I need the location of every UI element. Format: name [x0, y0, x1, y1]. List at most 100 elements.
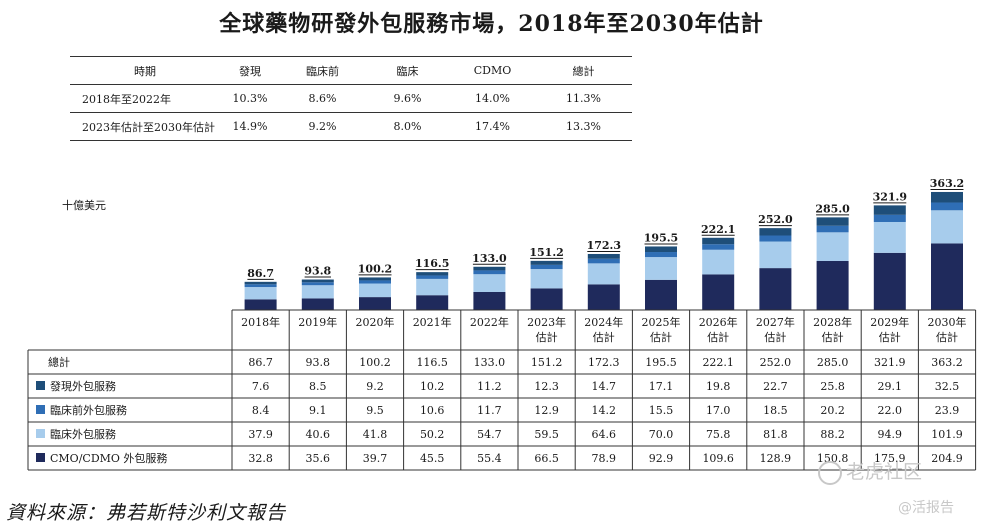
table-value: 204.9 — [931, 452, 963, 465]
bar-segment — [759, 241, 792, 269]
table-value: 151.2 — [531, 356, 563, 369]
table-value: 100.2 — [359, 356, 391, 369]
bar-segment — [416, 275, 449, 279]
bar-segment — [931, 243, 963, 310]
table-value: 17.1 — [649, 380, 674, 393]
table-value: 10.2 — [420, 380, 445, 393]
legend-swatch — [36, 405, 45, 414]
table-value: 12.3 — [534, 380, 559, 393]
bar-segment — [473, 274, 506, 292]
bar-segment — [645, 252, 677, 258]
category-label: 估計 — [822, 330, 844, 344]
table-value: 175.9 — [874, 452, 906, 465]
bar-segment — [473, 266, 506, 271]
category-label: 2021年 — [413, 315, 452, 329]
table-value: 22.7 — [763, 380, 788, 393]
unit-label: 十億美元 — [62, 199, 106, 212]
cagr-cell: 2023年估計至2030年估計 — [82, 120, 215, 134]
bar-segment — [530, 260, 563, 265]
table-value: 32.5 — [935, 380, 960, 393]
row-label: 臨床外包服務 — [50, 427, 116, 441]
bar-segment — [530, 269, 563, 289]
cagr-header: 總計 — [535, 56, 632, 85]
table-value: 23.9 — [935, 404, 960, 417]
bar-segment — [759, 228, 792, 236]
total-label: 172.3 — [587, 239, 621, 252]
table-value: 55.4 — [477, 452, 502, 465]
watermark-text: 老虎社区 — [846, 461, 923, 483]
bar-segment — [244, 299, 277, 310]
bar-segment — [816, 225, 849, 233]
bar-segment — [473, 270, 506, 275]
table-value: 75.8 — [706, 428, 731, 441]
total-label: 100.2 — [358, 262, 392, 275]
table-value: 321.9 — [874, 356, 906, 369]
watermark-sub: @活报告 — [898, 500, 954, 516]
bar-segment — [702, 274, 735, 310]
chart-title: 全球藥物研發外包服務市場，2018年至2030年估計 — [219, 11, 764, 37]
cagr-header: 臨床前 — [280, 56, 365, 85]
watermark: 老虎社区 — [818, 457, 922, 485]
table-value: 40.6 — [306, 428, 331, 441]
category-label: 估計 — [764, 330, 786, 344]
table-value: 8.4 — [252, 404, 270, 417]
table-value: 15.5 — [649, 404, 674, 417]
cagr-cell: 9.2% — [308, 120, 337, 133]
category-label: 2030年 — [928, 315, 967, 329]
bar-segment — [873, 214, 906, 222]
category-label: 2024年 — [584, 315, 623, 329]
table-value: 9.2 — [366, 380, 384, 393]
category-label: 2028年 — [813, 315, 852, 329]
cagr-header: 時期 — [70, 56, 220, 85]
category-label: 估計 — [707, 330, 729, 344]
table-value: 94.9 — [878, 428, 903, 441]
cagr-header-row: 時期 發現 臨床前 臨床 CDMO 總計 — [70, 56, 632, 85]
category-label: 2026年 — [699, 315, 738, 329]
bar-segment — [645, 257, 677, 280]
table-value: 35.6 — [306, 452, 331, 465]
bar-segment — [587, 253, 620, 259]
cagr-cell: 10.3% — [232, 92, 268, 105]
table-value: 14.7 — [592, 380, 617, 393]
category-label: 2018年 — [241, 315, 280, 329]
table-value: 128.9 — [760, 452, 792, 465]
bar-segment — [473, 291, 506, 310]
total-label: 86.7 — [247, 267, 274, 280]
table-value: 54.7 — [477, 428, 502, 441]
bar-segment — [759, 235, 792, 242]
total-label: 195.5 — [644, 231, 678, 244]
table-value: 81.8 — [763, 428, 788, 441]
table-value: 29.1 — [878, 380, 903, 393]
table-value: 222.1 — [702, 356, 734, 369]
table-value: 50.2 — [420, 428, 445, 441]
table-value: 133.0 — [474, 356, 506, 369]
bar-segment — [416, 278, 449, 296]
legend-swatch — [36, 429, 45, 438]
bar-segment — [645, 279, 677, 310]
bar-segment — [587, 258, 620, 264]
table-value: 12.9 — [534, 404, 559, 417]
category-label: 估計 — [936, 330, 958, 344]
total-label: 252.0 — [758, 213, 793, 226]
table-value: 59.5 — [534, 428, 559, 441]
table-value: 20.2 — [820, 404, 845, 417]
cagr-header: 發現 — [220, 56, 280, 85]
bar-segment — [244, 287, 277, 300]
category-label: 2020年 — [356, 315, 395, 329]
tiger-logo-icon — [818, 460, 842, 485]
category-label: 2029年 — [870, 315, 909, 329]
table-value: 93.8 — [306, 356, 331, 369]
cagr-cell: 17.4% — [475, 120, 510, 133]
bar-segment — [702, 244, 735, 250]
total-label: 116.5 — [415, 257, 449, 270]
table-value: 22.0 — [878, 404, 903, 417]
bar-segment — [359, 283, 391, 298]
table-value: 18.5 — [763, 404, 788, 417]
bar-segment — [416, 272, 449, 276]
bar-segment — [530, 264, 563, 270]
cagr-table: 時期 發現 臨床前 臨床 CDMO 總計 2018年至2022年 10.3% 8… — [70, 56, 632, 141]
table-value: 66.5 — [534, 452, 559, 465]
row-label: CMO/CDMO 外包服務 — [50, 451, 167, 465]
table-value: 10.6 — [420, 404, 445, 417]
table-value: 11.7 — [477, 404, 502, 417]
